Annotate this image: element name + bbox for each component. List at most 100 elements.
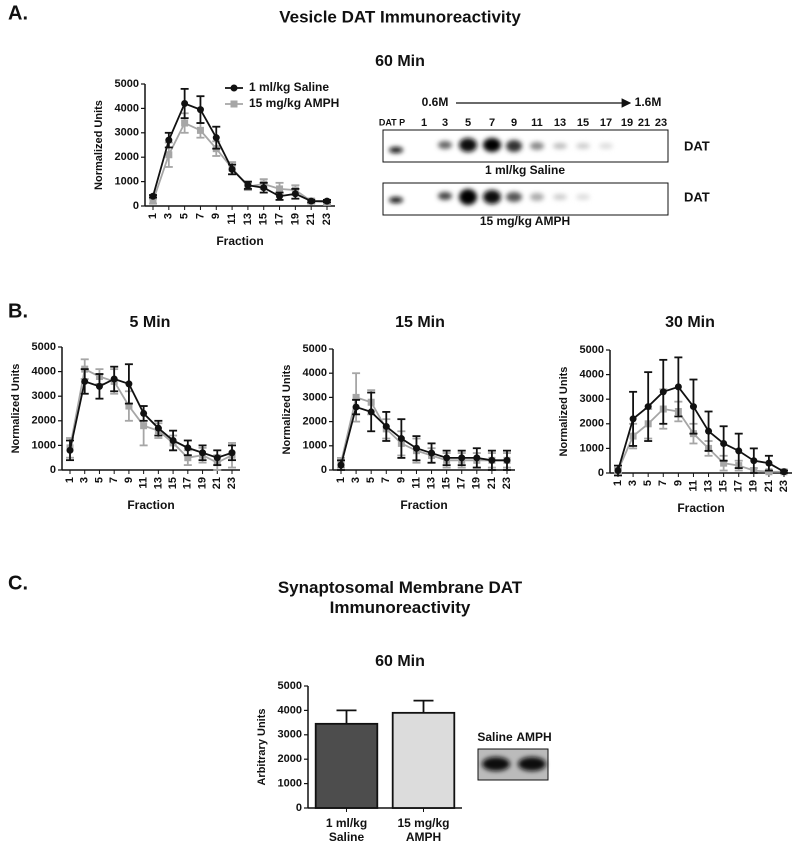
lane-label: 1 <box>421 117 427 129</box>
point <box>184 444 192 452</box>
series-line <box>152 121 328 204</box>
x-axis-label: Fraction <box>677 501 724 515</box>
blot-a: 0.6M 1.6M DAT P 1 3 5 7 9 11 13 15 17 19 21 23 DAT … <box>379 95 710 228</box>
band-label: DAT <box>684 138 710 153</box>
blot-label: 15 mg/kg AMPH <box>480 214 570 228</box>
lane-label: Saline <box>477 730 513 744</box>
point <box>705 427 713 435</box>
point <box>614 467 622 475</box>
charts: Synaptosomal Membrane DAT Immunoreactivi… <box>10 53 792 844</box>
lane-label: DAT P <box>379 117 405 127</box>
point <box>276 192 284 200</box>
y-axis-label: Arbitrary Units <box>256 708 268 785</box>
blot-bands <box>389 138 613 153</box>
point <box>503 456 511 464</box>
panel-label: B. <box>8 300 28 322</box>
legend-marker <box>230 84 238 92</box>
x-axis-label: Fraction <box>216 234 263 248</box>
series-line <box>69 378 233 459</box>
point <box>750 457 758 465</box>
point <box>110 375 118 383</box>
y-tick-label: 1000 <box>303 440 327 452</box>
y-tick-label: 3000 <box>580 393 604 405</box>
x-tick-label: 11 <box>138 477 150 489</box>
x-tick-label: 11 <box>410 477 422 489</box>
point <box>165 151 173 159</box>
point <box>473 454 481 462</box>
point <box>140 409 148 417</box>
point <box>291 190 299 198</box>
x-tick-label: 13 <box>702 480 714 492</box>
series-line <box>617 385 785 473</box>
lane-label: 11 <box>531 117 543 129</box>
point <box>199 449 207 457</box>
point <box>149 197 157 205</box>
blot-c: Saline AMPH <box>477 730 552 781</box>
point <box>412 444 420 452</box>
y-tick-label: 3000 <box>303 391 327 403</box>
x-tick-label: 5 <box>365 477 377 483</box>
x-tick-label: 3 <box>79 477 91 483</box>
x-tick-label: 9 <box>395 477 407 483</box>
x-tick-label: 15 <box>441 477 453 489</box>
y-tick-label: 0 <box>50 464 56 476</box>
y-tick-label: 4000 <box>32 366 56 378</box>
point <box>765 459 773 467</box>
x-tick-label: 15 <box>258 213 270 225</box>
x-tick-label: 21 <box>305 213 317 225</box>
x-tick-label: 1 <box>64 477 76 483</box>
bar <box>314 722 379 809</box>
y-tick-label: 1000 <box>580 442 604 454</box>
x-tick-label: 5 <box>179 213 191 219</box>
y-tick-label: 3000 <box>115 127 139 139</box>
panel-label: C. <box>8 572 28 594</box>
y-tick-label: 2000 <box>303 416 327 428</box>
y-tick-label: 2000 <box>580 418 604 430</box>
point <box>735 447 743 455</box>
bar <box>391 711 456 809</box>
heading-box: Synaptosomal Membrane DAT Immunoreactivi… <box>277 578 523 617</box>
y-tick-label: 0 <box>296 802 302 814</box>
x-tick-label: 19 <box>289 213 301 225</box>
x-tick-label: 23 <box>321 213 333 225</box>
y-tick-label: 5000 <box>115 78 139 90</box>
point <box>382 422 390 430</box>
point <box>184 454 192 462</box>
x-tick-label: 13 <box>152 477 164 489</box>
y-tick-label: 4000 <box>278 704 302 716</box>
point <box>95 382 103 390</box>
point <box>720 439 728 447</box>
chart-title: 60 Min <box>375 653 425 670</box>
x-tick-label: 1 ml/kg Saline <box>325 816 368 844</box>
y-tick-label: 3000 <box>278 729 302 741</box>
lane-label: 19 <box>621 117 633 129</box>
x-tick-label: 17 <box>182 477 194 489</box>
heading: Synaptosomal Membrane DAT Immunoreactivi… <box>277 578 523 617</box>
x-tick-label: 11 <box>226 213 238 225</box>
point <box>689 403 697 411</box>
x-tick-label: 9 <box>210 213 222 219</box>
x-tick-label-box: 1 ml/kg Saline <box>325 816 368 844</box>
x-tick-label: 15 <box>718 480 730 492</box>
series-line <box>340 396 507 463</box>
x-tick-label-box: 15 mg/kg AMPH <box>397 816 450 844</box>
x-tick-label: 13 <box>425 477 437 489</box>
point <box>154 424 162 432</box>
point <box>428 449 436 457</box>
point <box>780 468 788 476</box>
point <box>674 383 682 391</box>
x-tick-label: 3 <box>163 213 175 219</box>
x-tick-label: 7 <box>194 213 206 219</box>
x-tick-label: 15 mg/kg AMPH <box>397 816 450 844</box>
y-tick-label: 4000 <box>115 102 139 114</box>
x-tick-label: 15 <box>167 477 179 489</box>
y-tick-label: 4000 <box>580 369 604 381</box>
point <box>352 403 360 411</box>
point <box>659 388 667 396</box>
gradient-label: 1.6M <box>635 95 662 109</box>
point <box>228 165 236 173</box>
blot-frame <box>382 129 669 163</box>
y-tick-label: 2000 <box>278 753 302 765</box>
x-tick-label: 21 <box>486 477 498 489</box>
